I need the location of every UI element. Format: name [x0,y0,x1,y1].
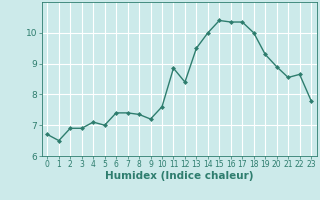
X-axis label: Humidex (Indice chaleur): Humidex (Indice chaleur) [105,171,253,181]
